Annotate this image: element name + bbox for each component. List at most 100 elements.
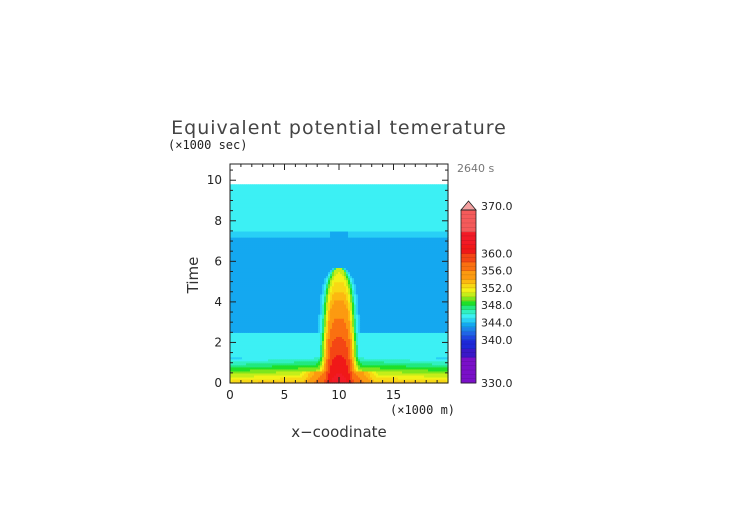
heatmap-cell (428, 338, 431, 342)
heatmap-cell (366, 295, 369, 299)
heatmap-cell (334, 328, 337, 331)
heatmap-cell (348, 362, 351, 366)
heatmap-cell (260, 364, 263, 368)
heatmap-cell (346, 301, 349, 305)
heatmap-cell (420, 299, 423, 303)
heatmap-cell (374, 314, 377, 317)
heatmap-cell (290, 289, 293, 293)
heatmap-cell (412, 366, 415, 370)
heatmap-cell (330, 380, 333, 384)
heatmap-cell (280, 303, 283, 307)
heatmap-cell (410, 340, 413, 344)
heatmap-cell (384, 374, 387, 378)
heatmap-cell (316, 324, 319, 327)
heatmap-cell (372, 342, 375, 346)
heatmap-cell (404, 378, 407, 382)
heatmap-cell (350, 356, 353, 360)
heatmap-cell (258, 368, 261, 372)
heatmap-cell (328, 358, 331, 362)
heatmap-cell (330, 297, 333, 301)
heatmap-cell (426, 326, 429, 329)
heatmap-cell (254, 297, 257, 301)
heatmap-cell (298, 307, 301, 311)
heatmap-cell (372, 295, 375, 299)
heatmap-cell (424, 310, 427, 313)
heatmap-cell (306, 295, 309, 299)
heatmap-cell (316, 366, 319, 370)
heatmap-cell (364, 358, 367, 362)
heatmap-cell (356, 334, 359, 337)
heatmap-cell (284, 374, 287, 378)
heatmap-cell (256, 336, 259, 339)
heatmap-cell (248, 301, 251, 305)
heatmap-cell (290, 312, 293, 315)
heatmap-cell (438, 318, 441, 321)
heatmap-cell (330, 358, 333, 362)
heatmap-cell (316, 356, 319, 360)
heatmap-cell (314, 350, 317, 354)
heatmap-cell (444, 303, 447, 307)
heatmap-cell (376, 356, 379, 360)
heatmap-cell (262, 295, 265, 299)
heatmap-cell (272, 289, 275, 293)
heatmap-cell (360, 358, 363, 362)
heatmap-cell (414, 328, 417, 331)
heatmap-cell (238, 295, 241, 299)
heatmap-cell (374, 334, 377, 337)
heatmap-cell (236, 320, 239, 323)
heatmap-cell (436, 324, 439, 327)
heatmap-cell (334, 340, 337, 344)
heatmap-cell (238, 348, 241, 352)
heatmap-cell (294, 358, 297, 362)
heatmap-cell (404, 291, 407, 295)
heatmap-cell (252, 295, 255, 299)
heatmap-cell (318, 336, 321, 339)
heatmap-cell (238, 372, 241, 376)
heatmap-cell (270, 350, 273, 354)
heatmap-cell (348, 299, 351, 303)
heatmap-cell (278, 358, 281, 362)
heatmap-cell (240, 372, 243, 376)
heatmap-cell (368, 374, 371, 378)
heatmap-cell (434, 378, 437, 382)
heatmap-cell (298, 316, 301, 319)
heatmap-cell (272, 328, 275, 331)
heatmap-cell (258, 312, 261, 315)
heatmap-cell (236, 378, 239, 382)
heatmap-cell (280, 352, 283, 356)
heatmap-cell (390, 303, 393, 307)
heatmap-cell (310, 372, 313, 376)
heatmap-cell (342, 374, 345, 378)
heatmap-cell (282, 326, 285, 329)
heatmap-cell (260, 326, 263, 329)
heatmap-cell (300, 348, 303, 352)
heatmap-cell (350, 320, 353, 323)
heatmap-cell (426, 378, 429, 382)
heatmap-cell (442, 376, 445, 380)
heatmap-cell (374, 301, 377, 305)
heatmap-cell (364, 360, 367, 364)
heatmap-cell (282, 316, 285, 319)
heatmap-cell (428, 318, 431, 321)
heatmap-cell (252, 303, 255, 307)
heatmap-cell (376, 360, 379, 364)
heatmap-cell (276, 330, 279, 333)
heatmap-cell (266, 354, 269, 358)
heatmap-cell (366, 340, 369, 344)
heatmap-cell (376, 366, 379, 370)
heatmap-cell (352, 340, 355, 344)
heatmap-cell (234, 332, 237, 335)
heatmap-cell (342, 340, 345, 344)
heatmap-cell (316, 305, 319, 309)
heatmap-cell (394, 326, 397, 329)
heatmap-cell (280, 320, 283, 323)
heatmap-cell (282, 312, 285, 315)
heatmap-cell (282, 364, 285, 368)
heatmap-cell (240, 370, 243, 374)
heatmap-cell (266, 289, 269, 293)
heatmap-cell (386, 378, 389, 382)
heatmap-cell (334, 354, 337, 358)
heatmap-cell (398, 320, 401, 323)
heatmap-cell (424, 376, 427, 380)
heatmap-cell (350, 330, 353, 333)
